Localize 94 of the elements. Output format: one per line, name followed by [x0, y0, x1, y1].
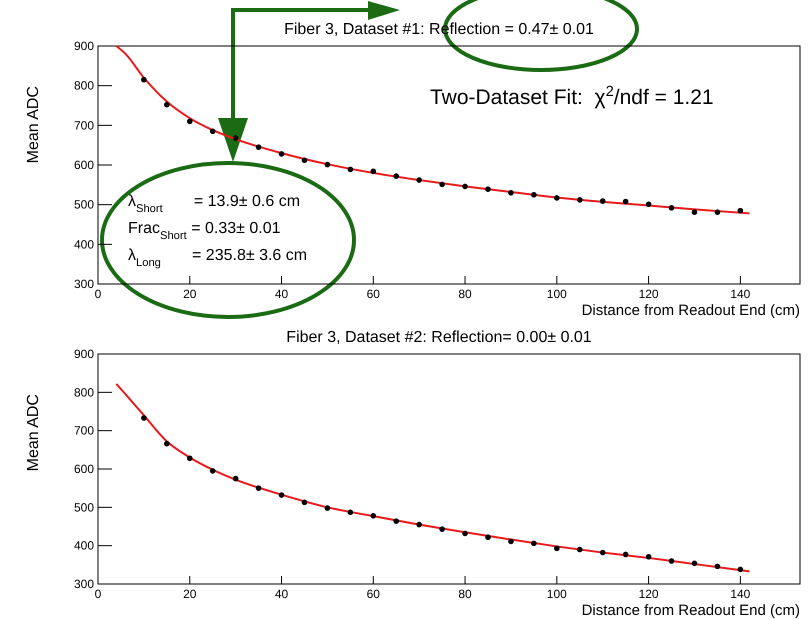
- x-tick-label: 80: [458, 287, 472, 301]
- y-tick-label: 400: [74, 237, 94, 252]
- x-tick-label: 20: [183, 287, 197, 301]
- point: [302, 500, 308, 506]
- point: [714, 209, 720, 216]
- x-axis-title: Distance from Readout End (cm): [582, 602, 800, 619]
- point: [462, 184, 468, 190]
- chart-title: Fiber 3, Dataset #2: Reflection= 0.00± 0.01: [286, 329, 592, 346]
- point: [232, 476, 238, 482]
- point: [439, 526, 445, 532]
- x-tick-label: 0: [94, 587, 102, 601]
- point: [531, 192, 537, 198]
- point: [531, 540, 537, 546]
- x-tick-label: 140: [730, 287, 751, 301]
- point: [141, 76, 147, 83]
- point: [393, 518, 400, 524]
- y-tick-label: 900: [74, 39, 94, 53]
- point: [393, 173, 400, 179]
- point: [164, 440, 170, 446]
- x-tick-label: 140: [730, 587, 751, 601]
- x-tick-label: 120: [638, 287, 659, 301]
- point: [554, 546, 560, 552]
- y-tick-label: 700: [74, 424, 94, 438]
- annotation: Frac$_{Short}$ = 0.33± 0.01: [128, 220, 281, 242]
- y-tick-label: 900: [74, 347, 94, 361]
- point: [738, 566, 744, 572]
- point: [256, 485, 262, 491]
- x-tick-label: 80: [458, 587, 472, 601]
- point: [692, 209, 698, 216]
- y-tick-label: 700: [74, 118, 94, 132]
- x-tick-label: 40: [274, 587, 289, 601]
- y-tick-label: 600: [74, 158, 94, 172]
- point: [164, 102, 170, 108]
- x-tick-label: 100: [546, 287, 568, 301]
- point: [348, 166, 354, 172]
- annotation: Two-Dataset Fit: χ$^{2}$/ndf = 1.21: [430, 84, 714, 109]
- y-axis-title: Mean ADC: [25, 394, 42, 472]
- point: [508, 538, 514, 544]
- point: [462, 530, 468, 536]
- point: [324, 505, 330, 511]
- y-tick-label: 500: [74, 500, 94, 514]
- x-tick-label: 0: [94, 287, 102, 301]
- point: [622, 198, 628, 204]
- y-tick-label: 400: [74, 538, 94, 553]
- point: [210, 128, 216, 134]
- point: [348, 510, 354, 516]
- point: [256, 144, 262, 150]
- point: [370, 168, 376, 174]
- point: [668, 558, 674, 564]
- point: [278, 492, 284, 498]
- point: [370, 512, 376, 519]
- text: λ$_{Long}$ = 235.8± 3.6 cm: [128, 247, 308, 269]
- point: [186, 455, 193, 462]
- x-tick-label: 40: [274, 287, 289, 301]
- point: [738, 208, 744, 214]
- y-tick-label: 600: [74, 462, 94, 476]
- y-tick-label: 300: [74, 277, 94, 291]
- point: [324, 162, 330, 168]
- line-series: [115, 45, 751, 214]
- point: [141, 415, 147, 421]
- x-tick-label: 100: [546, 587, 568, 601]
- point: [692, 560, 698, 566]
- point: [508, 190, 514, 196]
- point: [302, 157, 308, 164]
- point: [554, 195, 560, 201]
- point: [600, 198, 606, 204]
- x-tick-label: 20: [183, 587, 197, 601]
- point: [576, 546, 583, 552]
- x-axis-title: Distance from Readout End (cm): [582, 302, 800, 319]
- point: [186, 118, 193, 124]
- point: [622, 552, 628, 558]
- x-tick-label: 60: [366, 587, 380, 601]
- point: [668, 205, 674, 211]
- y-tick-label: 800: [74, 78, 94, 93]
- y-axis-title: Mean ADC: [25, 86, 42, 164]
- y-tick-label: 800: [74, 385, 94, 400]
- y-tick-label: 500: [74, 198, 94, 212]
- point: [576, 197, 583, 203]
- point: [646, 201, 652, 208]
- y-tick-label: 300: [74, 577, 94, 591]
- x-tick-label: 60: [366, 287, 380, 301]
- point: [485, 534, 491, 540]
- point: [210, 468, 216, 474]
- point: [646, 554, 652, 560]
- point: [416, 522, 422, 528]
- point: [439, 182, 445, 188]
- point: [416, 177, 422, 183]
- x-tick-label: 120: [638, 587, 659, 601]
- point: [485, 186, 491, 192]
- point: [714, 564, 720, 570]
- text: λ$_{Short}$ = 13.9± 0.6 cm: [128, 193, 300, 215]
- point: [600, 550, 606, 556]
- point: [278, 151, 284, 157]
- line-series: [115, 382, 751, 572]
